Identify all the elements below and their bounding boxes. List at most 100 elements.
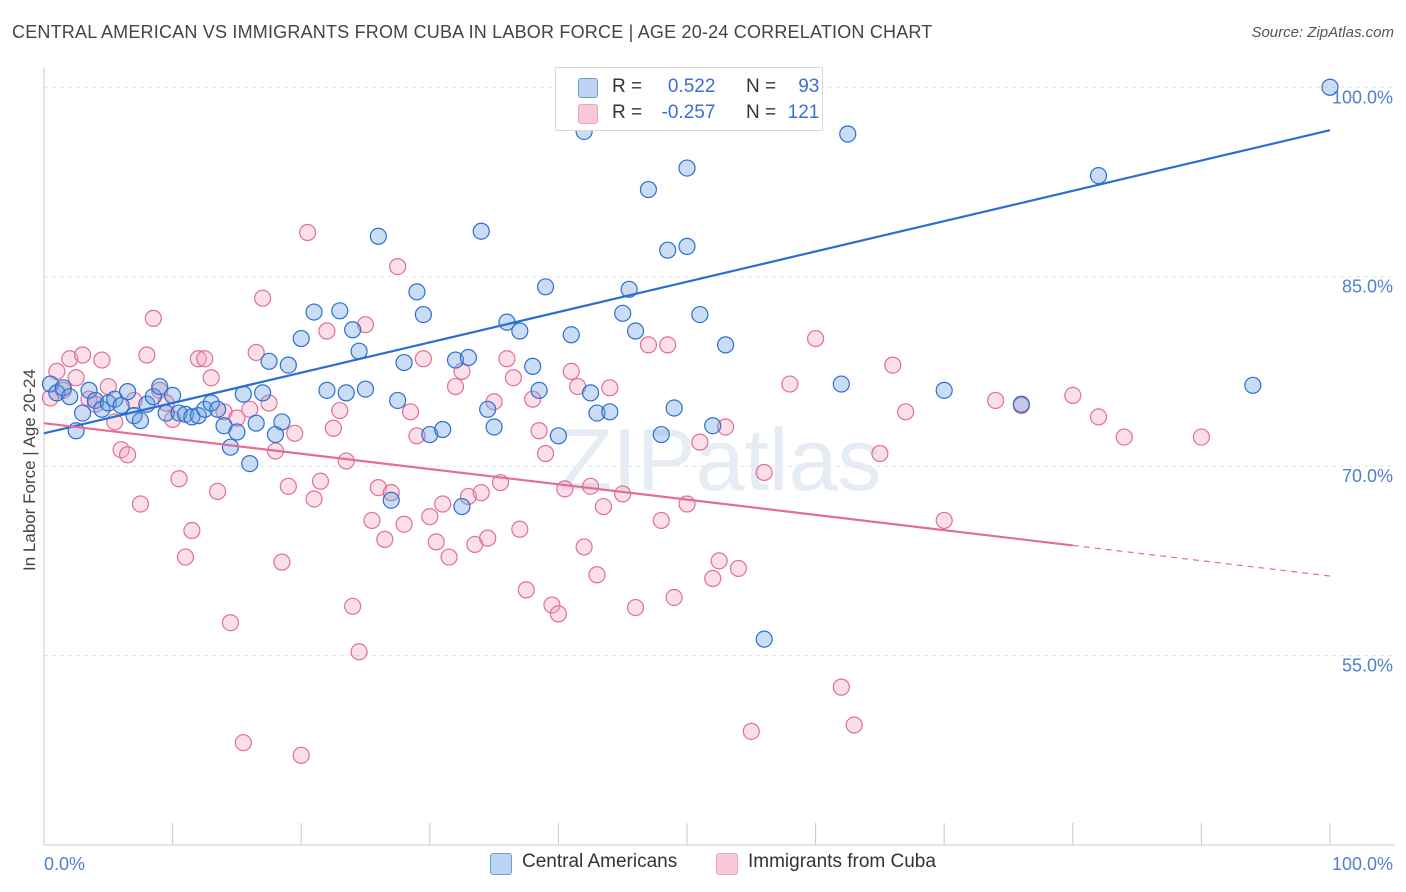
n-value-pink: 121 (787, 102, 820, 123)
data-point-cuba (344, 597, 362, 615)
data-point-central-american (704, 417, 722, 435)
data-point-cuba (292, 746, 310, 764)
data-point-central-american (189, 407, 207, 425)
data-point-cuba (221, 614, 240, 632)
data-point-central-american (369, 227, 387, 245)
watermark: ZIPatlas (559, 410, 882, 509)
data-point-cuba (131, 495, 150, 513)
r-value-pink: -0.257 (661, 102, 716, 123)
data-point-cuba (254, 289, 272, 307)
legend-item-central-americans: Central Americans (490, 851, 700, 877)
data-point-cuba (556, 480, 574, 498)
data-point-cuba (183, 521, 201, 540)
data-point-cuba (273, 553, 291, 571)
data-point-central-american (524, 357, 542, 375)
data-point-cuba (755, 463, 773, 482)
data-point-cuba (987, 391, 1005, 410)
data-point-cuba (716, 418, 735, 436)
data-point-central-american (414, 305, 432, 324)
data-point-cuba (935, 511, 953, 530)
gridlines (44, 86, 1395, 657)
data-point-central-american (41, 375, 60, 393)
data-point-cuba (704, 569, 722, 588)
data-point-cuba (530, 422, 548, 440)
data-point-central-american (118, 383, 137, 401)
data-point-cuba (299, 223, 317, 242)
data-point-cuba (202, 369, 220, 387)
data-point-central-american (254, 384, 272, 402)
data-point-central-american (61, 388, 79, 406)
data-point-central-american (755, 630, 773, 648)
data-point-cuba (806, 329, 825, 348)
data-point-central-american (839, 125, 857, 143)
data-point-central-american (832, 375, 850, 393)
data-point-central-american (1321, 78, 1339, 96)
data-point-cuba (639, 336, 658, 354)
data-point-cuba (1192, 428, 1211, 446)
y-axis-label: In Labor Force | Age 20-24 (20, 369, 39, 571)
data-point-cuba (228, 409, 246, 427)
data-point-cuba (1089, 408, 1108, 426)
data-point-central-american (196, 400, 214, 418)
legend-label-immigrants-from-cuba: Immigrants from Cuba (748, 851, 936, 872)
data-point-central-american (652, 425, 670, 444)
data-point-cuba (659, 336, 677, 354)
data-point-central-american (408, 283, 426, 301)
data-point-cuba (665, 588, 683, 607)
data-point-central-american (1089, 167, 1108, 185)
tick-labels: 55.0% 70.0% 85.0% 100.0% 0.0% 100.0% (44, 87, 1393, 874)
data-point-cuba (691, 433, 709, 451)
data-point-central-american (678, 159, 696, 177)
data-point-cuba (196, 350, 214, 368)
data-point-central-american (318, 381, 336, 399)
data-point-central-american (659, 241, 677, 259)
data-point-central-american (292, 329, 310, 348)
data-point-central-american (344, 321, 362, 339)
data-point-central-american (446, 351, 465, 369)
data-point-cuba (434, 495, 452, 513)
data-point-cuba (504, 369, 522, 387)
data-point-central-american (73, 404, 92, 422)
data-point-central-american (170, 404, 188, 422)
data-point-cuba (601, 379, 619, 397)
data-point-central-american (472, 222, 490, 240)
data-point-central-american (530, 381, 548, 399)
legend-swatch-central-americans (490, 853, 512, 875)
data-point-cuba (710, 552, 728, 570)
data-point-cuba (305, 490, 323, 508)
data-point-central-american (581, 384, 600, 402)
legend-swatch-pink (578, 104, 598, 124)
data-point-cuba (331, 401, 349, 420)
data-point-central-american (221, 438, 240, 456)
y-tick-label: 70.0% (1342, 466, 1393, 486)
data-point-central-american (421, 425, 439, 444)
data-point-central-american (588, 404, 606, 422)
data-point-central-american (144, 388, 162, 406)
data-point-cuba (614, 485, 632, 503)
data-point-central-american (536, 278, 555, 296)
data-point-cuba (189, 350, 207, 368)
legend-item-immigrants-from-cuba: Immigrants from Cuba (716, 851, 976, 877)
n-label-blue: N = (745, 76, 777, 97)
trend-line-central-americans (43, 129, 1331, 435)
data-point-central-american (382, 491, 400, 509)
data-point-cuba (845, 716, 863, 734)
data-point-central-american (935, 381, 953, 399)
data-point-cuba (209, 482, 227, 500)
data-point-cuba (395, 515, 413, 533)
data-point-central-american (459, 348, 477, 367)
n-value-blue: 93 (798, 76, 820, 97)
data-point-cuba (369, 478, 387, 497)
data-point-central-american (305, 303, 323, 321)
data-point-cuba (427, 533, 445, 551)
r-label-pink: R = (612, 102, 643, 123)
data-point-cuba (93, 351, 111, 369)
data-point-cuba (118, 446, 137, 464)
legend-label-central-americans: Central Americans (522, 851, 678, 872)
data-point-cuba (884, 356, 902, 374)
data-point-cuba (356, 316, 375, 334)
data-point-central-american (395, 353, 413, 372)
r-label-blue: R = (612, 76, 643, 97)
data-point-cuba (517, 581, 535, 599)
